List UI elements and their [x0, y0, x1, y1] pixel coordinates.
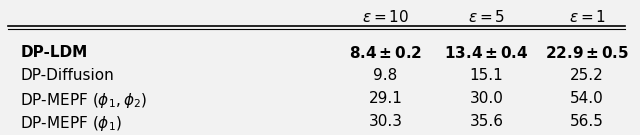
Text: $\epsilon = 10$: $\epsilon = 10$ [362, 9, 409, 26]
Text: $\mathbf{8.4 \pm 0.2}$: $\mathbf{8.4 \pm 0.2}$ [349, 45, 422, 61]
Text: 30.3: 30.3 [369, 114, 403, 129]
Text: $\mathbf{22.9 \pm 0.5}$: $\mathbf{22.9 \pm 0.5}$ [545, 45, 629, 61]
Text: $\epsilon = 1$: $\epsilon = 1$ [568, 9, 605, 26]
Text: DP-LDM: DP-LDM [20, 45, 88, 60]
Text: 56.5: 56.5 [570, 114, 604, 129]
Text: 15.1: 15.1 [470, 68, 503, 83]
Text: 30.0: 30.0 [469, 91, 503, 106]
Text: 29.1: 29.1 [369, 91, 403, 106]
Text: DP-MEPF $(\phi_1, \phi_2)$: DP-MEPF $(\phi_1, \phi_2)$ [20, 91, 147, 110]
Text: 25.2: 25.2 [570, 68, 604, 83]
Text: 54.0: 54.0 [570, 91, 604, 106]
Text: DP-MEPF $(\phi_1)$: DP-MEPF $(\phi_1)$ [20, 114, 122, 133]
Text: $\epsilon = 5$: $\epsilon = 5$ [468, 9, 505, 26]
Text: $\mathbf{13.4 \pm 0.4}$: $\mathbf{13.4 \pm 0.4}$ [444, 45, 529, 61]
Text: 35.6: 35.6 [469, 114, 503, 129]
Text: DP-Diffusion: DP-Diffusion [20, 68, 114, 83]
Text: 9.8: 9.8 [374, 68, 397, 83]
